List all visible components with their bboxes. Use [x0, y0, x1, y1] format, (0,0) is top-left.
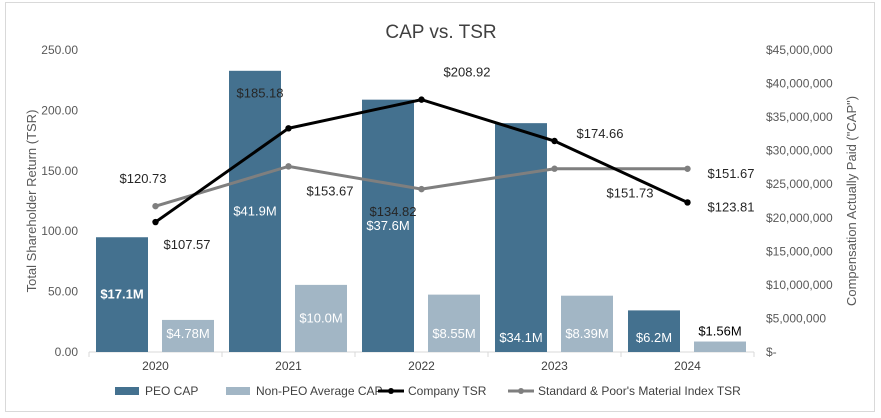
sp-materials-tsr-data-label: $151.73 [607, 186, 654, 201]
y-right-tick-label: $30,000,000 [766, 144, 833, 158]
x-tick-label: 2020 [142, 359, 169, 373]
y-right-tick-label: $- [766, 345, 777, 359]
non-peo-cap-data-label: $4.78M [166, 326, 209, 341]
sp-materials-tsr-point [551, 165, 558, 172]
y-left-tick-label: 250.00 [41, 43, 78, 57]
peo-cap-bar [96, 237, 148, 352]
company-tsr-data-label: $123.81 [708, 199, 755, 214]
y-left-tick-label: 200.00 [41, 103, 78, 117]
x-tick-label: 2022 [408, 359, 435, 373]
peo-cap-bar [362, 99, 414, 352]
peo-cap-data-label: $6.2M [636, 330, 672, 345]
sp-materials-tsr-point [684, 165, 691, 172]
y-right-tick-label: $15,000,000 [766, 244, 833, 258]
peo-cap-data-label: $37.6M [366, 218, 409, 233]
sp-materials-tsr-data-label: $153.67 [307, 183, 354, 198]
legend-entry: PEO CAP [145, 384, 198, 398]
company-tsr-data-label: $185.18 [237, 85, 284, 100]
peo-cap-data-label: $17.1M [100, 287, 143, 302]
legend-entry: Company TSR [408, 384, 487, 398]
company-tsr-point [684, 199, 691, 206]
chart-frame [5, 2, 875, 412]
non-peo-cap-data-label: $8.55M [432, 326, 475, 341]
peo-cap-bar [229, 70, 281, 352]
company-tsr-data-label: $107.57 [164, 237, 211, 252]
company-tsr-data-label: $174.66 [577, 126, 624, 141]
y-right-tick-label: $5,000,000 [766, 311, 826, 325]
non-peo-cap-data-label: $8.39M [565, 326, 608, 341]
y-right-tick-label: $20,000,000 [766, 211, 833, 225]
x-tick-label: 2023 [541, 359, 568, 373]
y-left-tick-label: 150.00 [41, 164, 78, 178]
company-tsr-point [285, 125, 292, 132]
legend-marker [518, 388, 524, 394]
peo-cap-data-label: $34.1M [499, 330, 542, 345]
sp-materials-tsr-data-label: $134.82 [370, 204, 417, 219]
x-tick-label: 2024 [674, 359, 701, 373]
y-left-tick-label: 0.00 [55, 345, 79, 359]
legend-swatch [115, 387, 139, 395]
sp-materials-tsr-data-label: $120.73 [120, 171, 167, 186]
y-right-tick-label: $10,000,000 [766, 278, 833, 292]
legend-marker [388, 388, 394, 394]
peo-cap-bar [628, 310, 680, 352]
non-peo-cap-bar [561, 295, 613, 352]
company-tsr-point [418, 96, 425, 103]
sp-materials-tsr-point [152, 202, 159, 210]
y-right-tick-label: $25,000,000 [766, 177, 833, 191]
non-peo-cap-data-label: $1.56M [698, 324, 741, 339]
non-peo-cap-bar [295, 284, 347, 352]
legend-entry: Standard & Poor's Material Index TSR [538, 384, 741, 398]
non-peo-cap-bar [428, 294, 480, 352]
company-tsr-point [551, 137, 558, 145]
company-tsr-point [152, 218, 159, 226]
sp-materials-tsr-data-label: $151.67 [708, 166, 755, 181]
legend-entry: Non-PEO Average CAP [256, 384, 383, 398]
non-peo-cap-data-label: $10.0M [299, 310, 342, 325]
y-right-axis-label: Compensation Actually Paid ("CAP") [844, 96, 859, 306]
peo-cap-bar [495, 123, 547, 352]
y-left-tick-label: 50.00 [48, 285, 78, 299]
non-peo-cap-bar [694, 341, 746, 352]
y-right-tick-label: $45,000,000 [766, 43, 833, 57]
chart-title: CAP vs. TSR [385, 22, 496, 43]
y-right-tick-label: $40,000,000 [766, 77, 833, 91]
y-right-tick-label: $35,000,000 [766, 110, 833, 124]
y-left-axis-label: Total Shareholder Return (TSR) [24, 110, 39, 293]
y-left-tick-label: 100.00 [41, 224, 78, 238]
sp-materials-tsr-point [285, 163, 292, 170]
sp-materials-tsr-point [418, 185, 425, 193]
company-tsr-data-label: $208.92 [444, 65, 491, 80]
peo-cap-data-label: $41.9M [233, 203, 276, 218]
x-tick-label: 2021 [275, 359, 302, 373]
legend-swatch [226, 387, 250, 395]
non-peo-cap-bar [162, 319, 214, 352]
